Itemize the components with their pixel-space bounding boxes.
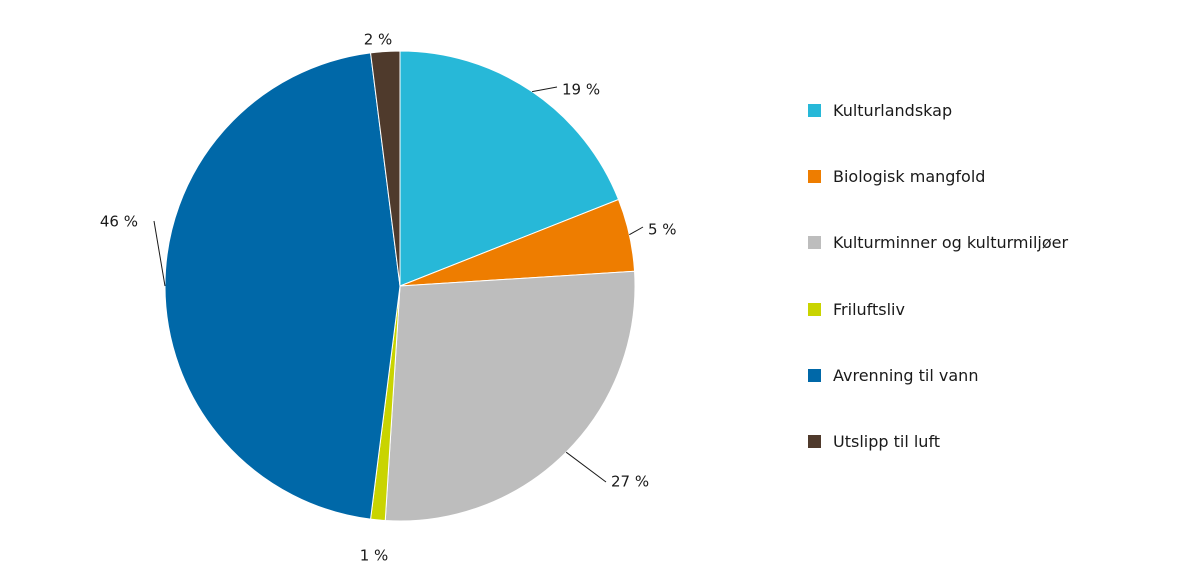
legend-item-utslipp-til-luft: Utslipp til luft bbox=[808, 431, 1068, 453]
legend-item-friluftsliv: Friluftsliv bbox=[808, 298, 1068, 320]
legend-swatch bbox=[808, 302, 821, 316]
pie-slices bbox=[164, 50, 636, 522]
leader-line-kulturlandskap bbox=[531, 86, 558, 93]
legend-swatch bbox=[808, 369, 821, 383]
pie-slice-utslipp-til-luft bbox=[369, 50, 401, 287]
data-label-kulturminner-og-kulturmiljoer: 27 % bbox=[611, 473, 649, 491]
legend-item-avrenning-til-vann: Avrenning til vann bbox=[808, 365, 1068, 387]
legend-swatch bbox=[808, 435, 821, 449]
data-label-friluftsliv: 1 % bbox=[360, 547, 389, 565]
legend-item-biologisk-mangfold: Biologisk mangfold bbox=[808, 165, 1068, 187]
legend-label: Kulturlandskap bbox=[833, 100, 953, 120]
data-label-kulturlandskap: 19 % bbox=[562, 81, 600, 99]
pie-slice-kulturminner-og-kulturmiljoer bbox=[384, 270, 636, 522]
legend-label: Utslipp til luft bbox=[833, 432, 941, 452]
pie-leader-lines bbox=[153, 86, 644, 483]
leader-line-kulturminner-og-kulturmiljoer bbox=[565, 451, 607, 483]
data-label-biologisk-mangfold: 5 % bbox=[648, 221, 677, 239]
legend-swatch bbox=[808, 236, 821, 250]
legend-swatch bbox=[808, 103, 821, 117]
data-label-avrenning-til-vann: 46 % bbox=[100, 213, 138, 231]
pie-data-labels: 19 % 5 % 27 % 1 % 46 % 2 % bbox=[100, 31, 677, 565]
legend-label: Friluftsliv bbox=[833, 299, 905, 319]
legend-item-kulturminner-og-kulturmiljoer: Kulturminner og kulturmiljøer bbox=[808, 232, 1068, 254]
legend: Kulturlandskap Biologisk mangfold Kulturmi… bbox=[808, 99, 1068, 497]
leader-line-avrenning-til-vann bbox=[153, 220, 166, 287]
legend-label: Avrenning til vann bbox=[833, 366, 979, 386]
leader-line-biologisk-mangfold bbox=[629, 226, 644, 236]
legend-item-kulturlandskap: Kulturlandskap bbox=[808, 99, 1068, 121]
data-label-utslipp-til-luft: 2 % bbox=[364, 31, 393, 49]
legend-swatch bbox=[808, 169, 821, 183]
pie-slice-avrenning-til-vann bbox=[164, 52, 401, 520]
legend-label: Kulturminner og kulturmiljøer bbox=[833, 233, 1069, 253]
pie-chart: 19 % 5 % 27 % 1 % 46 % 2 % bbox=[100, 31, 677, 565]
legend-label: Biologisk mangfold bbox=[833, 166, 986, 186]
